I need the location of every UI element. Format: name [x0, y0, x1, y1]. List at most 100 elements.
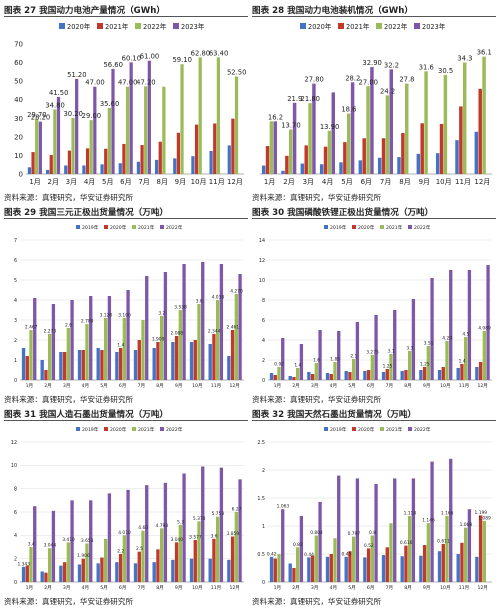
data-label: 2.5: [136, 546, 143, 552]
bar: [389, 69, 393, 174]
x-tick-label: 3月: [303, 178, 314, 186]
bar: [439, 123, 444, 174]
data-label: 0.82: [293, 542, 303, 548]
y-tick-label: 4: [262, 338, 265, 344]
bar: [374, 315, 378, 380]
y-tick-label: 4: [14, 298, 17, 304]
y-tick-label: 2.5: [257, 440, 265, 446]
bar-chart-svg: 2019年 2020年 2021年 2022年 0 0.5 1 1.5 2 2.5 1月 2月 3月 4月…: [257, 426, 492, 591]
bar: [331, 92, 335, 174]
bar: [389, 523, 393, 582]
legend-label: 2022年: [384, 22, 408, 31]
series-1: [31, 118, 235, 174]
bar: [385, 369, 389, 380]
bar: [478, 88, 482, 174]
x-tick-label: 2月: [283, 178, 294, 186]
bar: [122, 143, 126, 174]
bar-chart-svg: 2020年 2021年 2022年 2023年 1月 2月 3月 4月 5月 6月 7月 8月 9月 10…: [260, 22, 492, 186]
data-label: 1.4: [459, 359, 466, 365]
bar: [25, 356, 29, 380]
bar: [31, 152, 35, 174]
y-tick-label: 10: [259, 278, 265, 284]
bar: [352, 536, 356, 582]
data-label: 3.4: [28, 542, 35, 548]
legend-swatch: [408, 427, 412, 431]
bar: [81, 558, 85, 582]
bar: [118, 163, 122, 174]
bar: [281, 509, 285, 582]
chart-panel-30: 图表 30 我国磷酸铁锂正极出货量情况（万吨） 2019年 2020年 2021年 2…: [252, 206, 496, 406]
bar: [352, 359, 356, 380]
bar: [437, 370, 442, 380]
bar: [445, 515, 449, 582]
bar: [422, 367, 427, 380]
bar: [227, 559, 231, 582]
bar: [348, 551, 352, 582]
data-label: 3.040: [171, 537, 184, 543]
x-tick-label: 9月: [175, 178, 186, 186]
bar: [178, 310, 182, 380]
bar: [299, 515, 304, 582]
bar: [171, 559, 175, 582]
bar: [163, 482, 168, 582]
data-label: 3.859: [227, 531, 240, 537]
bar: [182, 264, 186, 380]
y-tick-label: 2: [14, 338, 17, 344]
legend-label: 2022年: [143, 22, 167, 31]
bar: [174, 336, 179, 380]
x-tick-label: 8月: [404, 383, 412, 389]
data-label: 29.00: [82, 112, 101, 120]
bar: [201, 466, 205, 582]
x-tick-label: 1月: [26, 383, 34, 389]
x-tick-label: 3月: [311, 585, 319, 591]
legend-swatch: [376, 23, 382, 29]
bar: [141, 320, 145, 380]
bar: [156, 342, 160, 380]
data-label: 21.9: [287, 95, 302, 103]
legend-swatch: [135, 23, 141, 29]
bar: [44, 572, 48, 582]
legend-swatch: [132, 225, 136, 229]
bar: [289, 129, 293, 174]
bar: [238, 274, 242, 380]
x-tick-label: 11月: [211, 383, 221, 389]
data-label: 13.90: [320, 123, 339, 131]
y-tick-label: 12: [259, 258, 265, 264]
bar: [467, 270, 472, 380]
chart-source: 资料来源：真锂研究，华安证券研究所: [4, 597, 134, 606]
bar: [44, 370, 48, 380]
y-tick-label: 0: [14, 378, 17, 384]
series-1: [25, 330, 235, 380]
legend-swatch: [352, 427, 356, 431]
y-tick-label: 0.5: [257, 552, 265, 558]
bar: [59, 352, 63, 380]
bar: [401, 133, 405, 174]
bar: [40, 571, 44, 582]
bar: [212, 334, 216, 380]
x-tick-label: 1月: [26, 585, 34, 591]
bar: [141, 530, 145, 582]
x-tick-label: 3月: [66, 178, 77, 186]
data-label: 1.199: [475, 510, 488, 516]
bar: [292, 377, 296, 380]
bar: [419, 370, 423, 380]
legend-swatch: [324, 427, 328, 431]
title-rule: [4, 16, 248, 17]
chart-title: 图表 27 我国动力电池产量情况（GWh）: [4, 6, 165, 16]
x-tick-label: 7月: [386, 585, 394, 591]
chart-title: 图表 29 我国三元正极出货量情况（万吨）: [4, 208, 169, 218]
bar: [111, 68, 115, 174]
bar: [292, 102, 297, 174]
bar: [430, 278, 434, 380]
data-label: 16.2: [268, 113, 283, 121]
bar: [48, 334, 52, 380]
x-tick-label: 3月: [63, 585, 71, 591]
data-label: 6.27: [232, 507, 242, 513]
bar: [281, 338, 285, 380]
bar: [182, 473, 186, 582]
bar: [100, 557, 104, 582]
data-label: 47.00: [118, 79, 137, 87]
x-tick-label: 5月: [100, 585, 108, 591]
series-2: [29, 512, 238, 582]
bar: [230, 330, 235, 380]
